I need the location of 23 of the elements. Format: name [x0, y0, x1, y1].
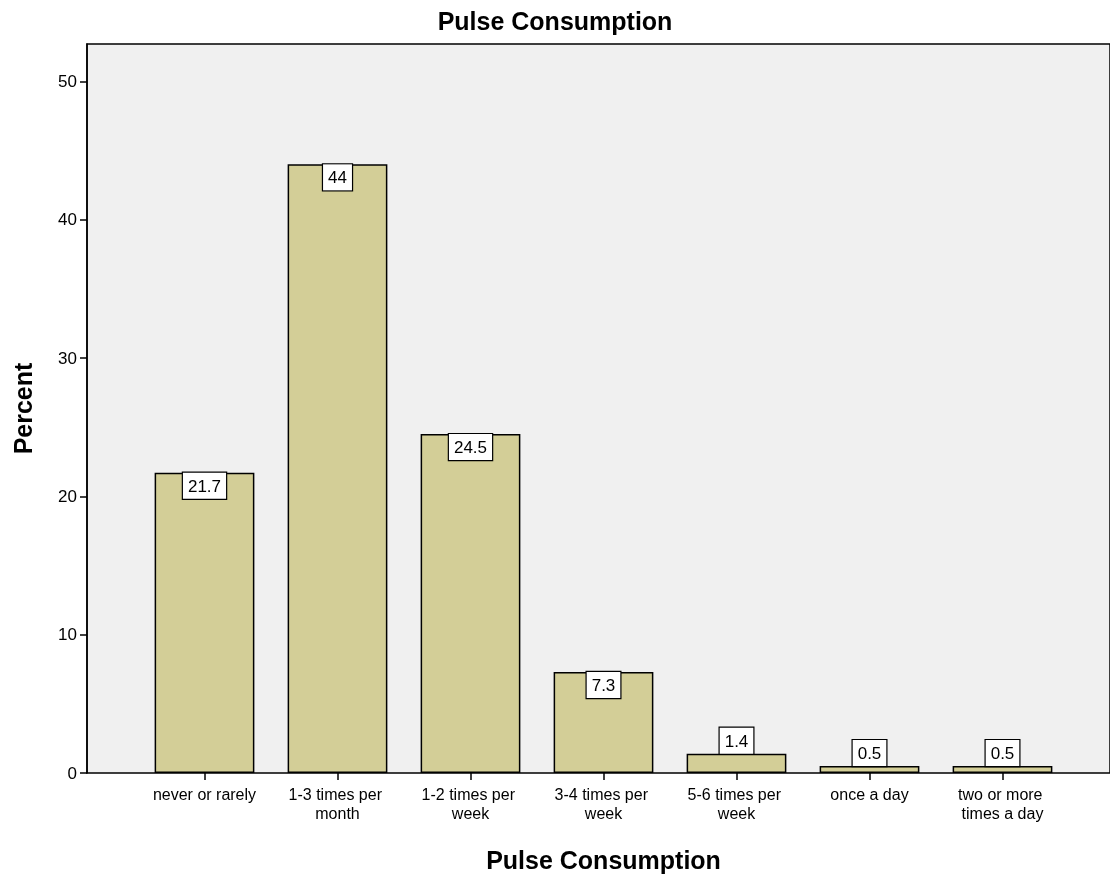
- data-label: 0.5: [857, 744, 882, 764]
- data-label: 24.5: [453, 438, 488, 458]
- x-axis-title: Pulse Consumption: [486, 845, 721, 874]
- data-label: 1.4: [724, 731, 749, 751]
- x-tick-label: 5-6 times per week: [687, 786, 786, 822]
- y-tick-label: 20: [58, 486, 77, 506]
- x-tick-label: two or more times a day: [958, 786, 1047, 822]
- y-tick-label: 30: [58, 348, 77, 368]
- data-label: 21.7: [187, 476, 222, 496]
- y-tick-label: 50: [58, 71, 77, 91]
- data-label: 0.5: [990, 744, 1015, 764]
- y-axis-title: Percent: [8, 361, 37, 455]
- x-tick-label: 3-4 times per week: [554, 786, 653, 822]
- x-tick-label: never or rarely: [152, 786, 257, 803]
- y-tick-label: 10: [58, 625, 77, 645]
- chart-title: Pulse Consumption: [437, 6, 673, 35]
- x-tick-label: once a day: [830, 786, 909, 803]
- data-label: 44: [328, 168, 347, 188]
- x-tick-label: 1-2 times per week: [421, 786, 520, 822]
- y-tick-label: 40: [58, 210, 77, 230]
- x-tick-label: 1-3 times per month: [288, 786, 387, 822]
- y-tick-label: 0: [67, 763, 77, 783]
- data-label: 7.3: [591, 676, 616, 696]
